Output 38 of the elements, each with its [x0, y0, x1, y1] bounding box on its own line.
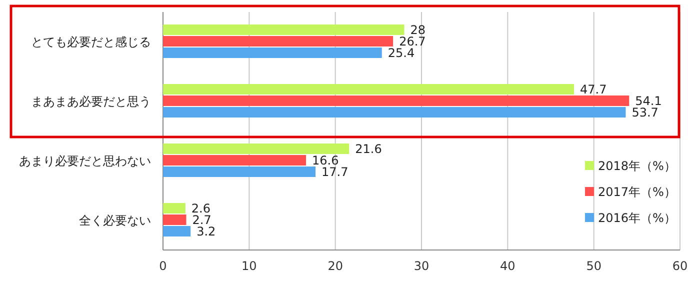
bar: [163, 226, 191, 236]
x-tick-label: 0: [159, 259, 167, 273]
y-tick-label: とても必要だと感じる: [31, 34, 151, 49]
data-label: 3.2: [196, 224, 216, 238]
data-label: 16.6: [312, 154, 339, 168]
bar: [163, 214, 186, 225]
data-label: 28: [410, 23, 426, 37]
y-tick-label: あまり必要だと思わない: [19, 154, 151, 168]
bar: [163, 203, 186, 214]
x-tick-label: 50: [586, 259, 602, 273]
legend-label: 2017年（%）: [598, 185, 676, 199]
legend-label: 2018年（%）: [598, 159, 676, 173]
data-label: 47.7: [580, 82, 607, 96]
data-label: 53.7: [632, 106, 658, 120]
x-tick-label: 40: [500, 259, 516, 273]
data-label: 25.4: [388, 46, 415, 60]
data-label: 2.6: [191, 202, 210, 216]
legend-label: 2016年（%）: [598, 211, 676, 225]
bar: [163, 166, 316, 177]
data-label: 21.6: [355, 142, 382, 156]
data-label: 54.1: [635, 94, 662, 108]
y-tick-label: 全く必要ない: [79, 213, 151, 228]
data-label: 26.7: [399, 34, 426, 48]
y-tick-label: まあまあ必要だと思う: [31, 94, 151, 108]
bar: [163, 36, 394, 46]
bar: [163, 144, 350, 154]
data-label: 17.7: [322, 165, 348, 179]
data-label: 2.7: [192, 213, 212, 227]
bar: [163, 24, 404, 35]
bar: [163, 96, 630, 106]
bar: [163, 48, 382, 58]
bar: [163, 84, 574, 94]
bar: [163, 107, 626, 118]
x-tick-label: 30: [414, 259, 430, 273]
bar: [163, 155, 306, 166]
x-tick-label: 60: [672, 259, 688, 273]
x-tick-label: 20: [328, 259, 343, 273]
x-tick-label: 10: [242, 259, 257, 273]
